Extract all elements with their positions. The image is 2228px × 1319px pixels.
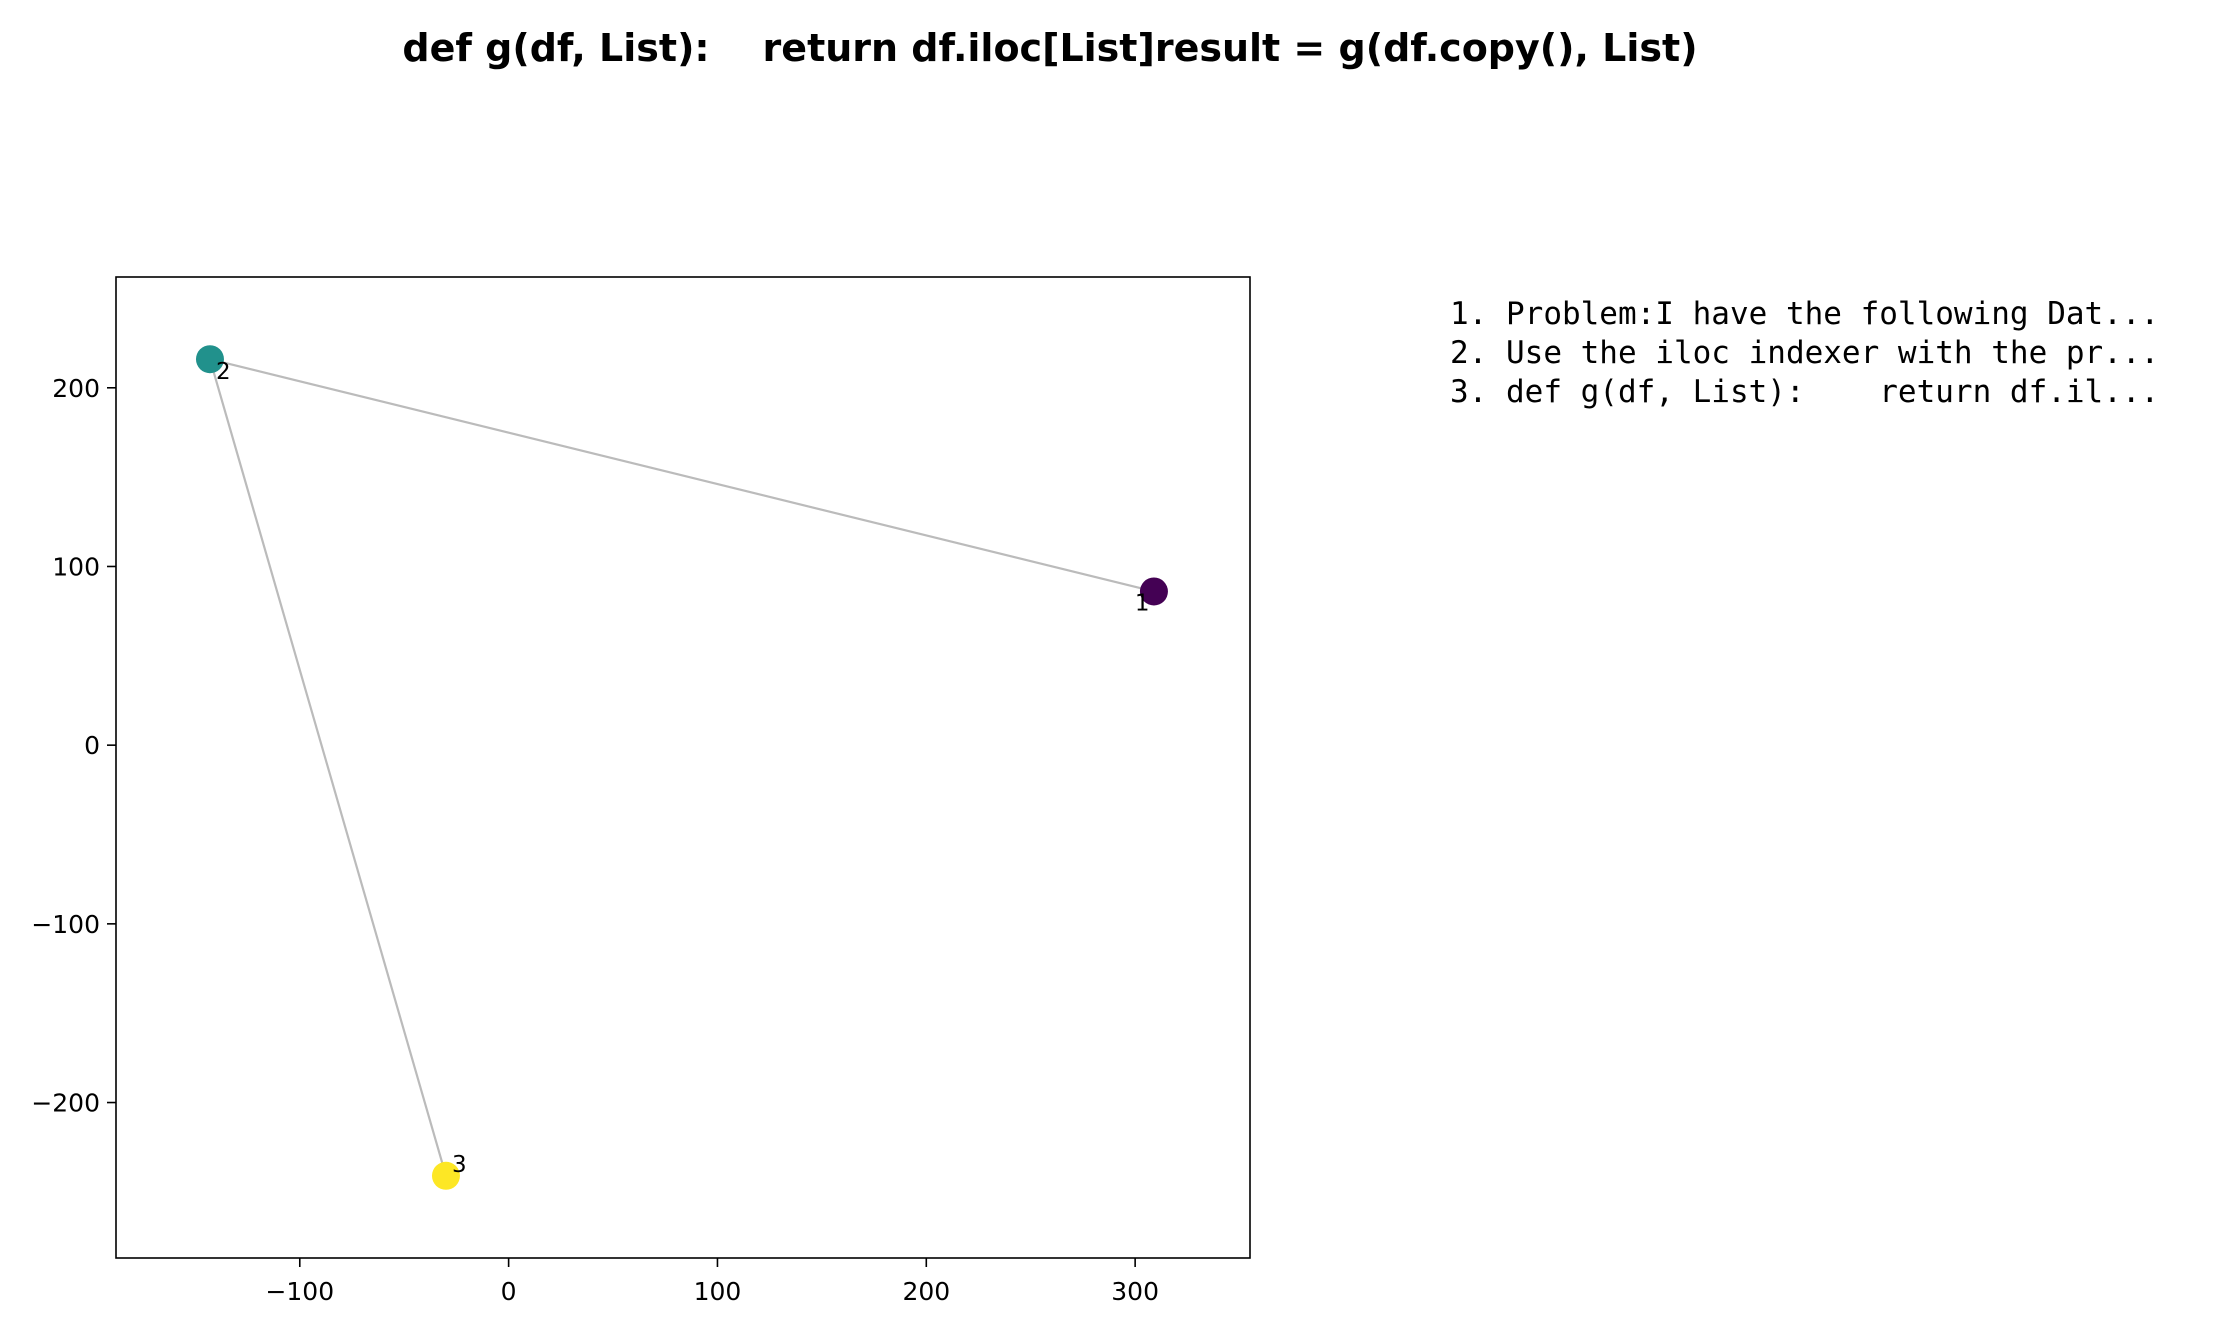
point-label: 2: [216, 359, 231, 385]
x-tick-label: 100: [694, 1277, 742, 1306]
data-points: [195, 345, 1168, 1190]
annotation-list: 1. Problem:I have the following Dat... 2…: [1450, 296, 2159, 410]
point-marker: [195, 345, 224, 374]
edge-line: [208, 358, 448, 1177]
point-label: 3: [452, 1152, 467, 1178]
y-tick-label: 0: [84, 731, 100, 760]
point-marker: [431, 1161, 460, 1190]
edge-line: [209, 358, 1155, 593]
x-tick-label: −100: [265, 1277, 334, 1306]
x-tick-label: 0: [501, 1277, 517, 1306]
annotation-line: 3. def g(df, List): return df.il...: [1450, 374, 2159, 410]
edges: [208, 358, 1155, 1177]
y-tick-label: −200: [31, 1089, 100, 1118]
point-labels: 1 2 3: [216, 359, 1150, 1178]
x-axis-ticks: −100 0 100 200 300: [265, 1258, 1159, 1306]
annotation-line: 2. Use the iloc indexer with the pr...: [1450, 335, 2159, 371]
plot-frame: [115, 276, 1251, 1259]
y-axis-ticks: −200 −100 0 100 200: [31, 374, 116, 1118]
x-tick-label: 200: [902, 1277, 950, 1306]
point-label: 1: [1135, 590, 1150, 616]
y-tick-label: −100: [31, 910, 100, 939]
y-tick-label: 200: [52, 374, 100, 403]
annotation-line: 1. Problem:I have the following Dat...: [1450, 296, 2159, 332]
x-tick-label: 300: [1111, 1277, 1159, 1306]
plot-axes: −100 0 100 200 300 −200 −100 0 100 200 1 2 3: [31, 276, 1251, 1306]
chart-title: def g(df, List): return df.iloc[List]res…: [402, 26, 1697, 70]
y-tick-label: 100: [52, 552, 100, 581]
point-marker: [1139, 577, 1168, 606]
